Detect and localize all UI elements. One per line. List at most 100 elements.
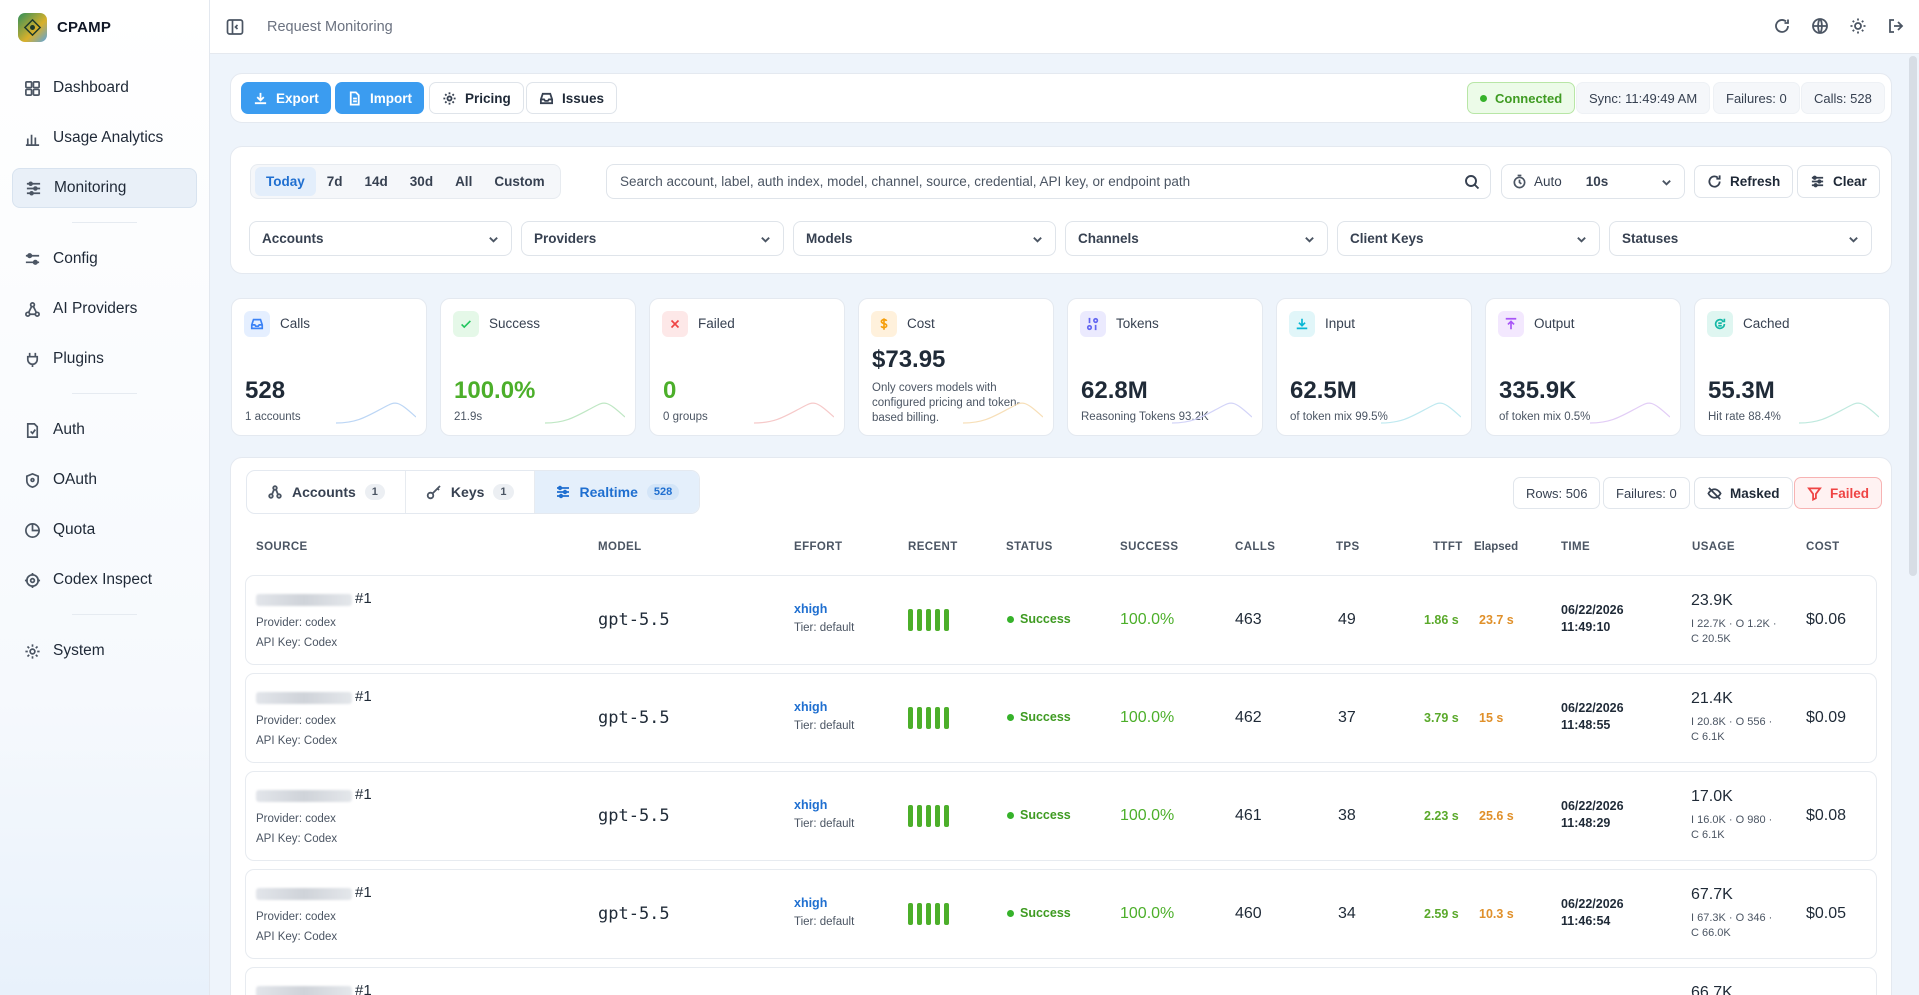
masked-toggle[interactable]: Masked [1694,477,1793,509]
sidebar-item-system[interactable]: System [12,631,197,671]
refresh-icon[interactable] [1773,17,1791,35]
effort-value: xhigh [794,896,828,910]
table-row[interactable]: #1 Provider: codex API Key: Codex gpt-5.… [245,771,1877,861]
status-text: Success [1020,612,1071,626]
sidebar-item-auth[interactable]: Auth [12,410,197,450]
range-all[interactable]: All [455,174,473,189]
sidebar-toggle-icon[interactable] [225,17,245,37]
column-header-model[interactable]: MODEL [598,541,642,553]
network-icon [25,301,40,317]
tab-label: Accounts [292,484,356,500]
stat-card-tokens: Tokens 62.8M Reasoning Tokens 93.2K [1067,298,1263,436]
search-input[interactable]: Search account, label, auth index, model… [606,164,1491,199]
column-header-usage[interactable]: USAGE [1692,541,1735,553]
stat-value: 335.9K [1499,377,1577,404]
client-keys-filter[interactable]: Client Keys [1337,221,1600,256]
stat-subtext: of token mix 99.5% [1290,411,1388,423]
tab-accounts[interactable]: Accounts 1 [247,471,406,513]
column-header-ttft[interactable]: TTFT [1433,541,1463,553]
tab-keys[interactable]: Keys 1 [406,471,535,513]
globe-icon[interactable] [1811,17,1829,35]
stat-label: Output [1534,316,1575,331]
api-key-text: API Key: Codex [256,637,338,649]
calls-value: 463 [1235,611,1262,628]
success-rate: 100.0% [1120,709,1175,726]
auto-refresh-select[interactable]: Auto 10s [1501,164,1685,199]
models-filter[interactable]: Models [793,221,1056,256]
clear-button[interactable]: Clear [1797,165,1880,198]
column-header-calls[interactable]: CALLS [1235,541,1276,553]
check-icon [453,311,479,337]
statuses-filter[interactable]: Statuses [1609,221,1872,256]
range-14d[interactable]: 14d [364,174,388,189]
elapsed-value: 23.7 s [1479,613,1514,627]
column-header-source[interactable]: SOURCE [256,541,308,553]
sun-icon[interactable] [1849,17,1867,35]
sidebar-item-ai-providers[interactable]: AI Providers [12,289,197,329]
table-row[interactable]: #1 Provider: codex API Key: Codex gpt-5.… [245,575,1877,665]
sidebar-item-config[interactable]: Config [12,239,197,279]
tps-value: 34 [1338,905,1356,922]
inbox-icon [539,92,554,104]
usage-total: 23.9K [1691,592,1733,609]
source-cell: #1 [256,688,372,705]
stat-card-cost: Cost $73.95 Only covers models with conf… [858,298,1054,436]
channels-filter[interactable]: Channels [1065,221,1328,256]
logout-icon[interactable] [1887,17,1905,35]
sidebar-item-monitoring[interactable]: Monitoring [12,168,197,208]
failed-filter-button[interactable]: Failed [1794,477,1883,509]
range-today[interactable]: Today [255,167,316,196]
sidebar-item-oauth[interactable]: OAuth [12,460,197,500]
brand[interactable]: CPAMP [0,0,209,54]
table-failures-count: Failures: 0 [1603,477,1690,509]
sidebar-item-quota[interactable]: Quota [12,510,197,550]
range-custom[interactable]: Custom [494,174,545,189]
refresh-button[interactable]: Refresh [1694,165,1794,198]
status-badge: Success [1007,906,1071,920]
sidebar: CPAMP Dashboard Usage Analytics Monitori… [0,0,210,995]
search-icon[interactable] [1464,174,1480,190]
sidebar-item-usage-analytics[interactable]: Usage Analytics [12,118,197,158]
chevron-down-icon [1033,237,1042,243]
network-icon [268,485,282,499]
table-row[interactable]: #1 Provider: codex API Key: Codex gpt-5.… [245,673,1877,763]
table-row[interactable]: #1 66.7K [245,967,1877,995]
providers-filter[interactable]: Providers [521,221,784,256]
plug-icon [26,352,39,367]
provider-text: Provider: codex [256,617,336,629]
sidebar-item-plugins[interactable]: Plugins [12,339,197,379]
filter-icon [1807,486,1822,501]
column-header-time[interactable]: TIME [1561,541,1591,553]
stat-value: 100.0% [454,377,536,404]
table-row[interactable]: #1 Provider: codex API Key: Codex gpt-5.… [245,869,1877,959]
pricing-button[interactable]: Pricing [429,82,524,114]
time-value: 06/22/2026 11:48:55 [1561,700,1624,734]
column-header-effort[interactable]: EFFORT [794,541,843,553]
column-header-success[interactable]: SUCCESS [1120,541,1179,553]
column-header-status[interactable]: STATUS [1006,541,1053,553]
column-header-cost[interactable]: COST [1806,541,1840,553]
stat-label: Failed [698,316,735,331]
range-30d[interactable]: 30d [409,174,434,189]
sidebar-item-dashboard[interactable]: Dashboard [12,68,197,108]
column-header-tps[interactable]: TPS [1336,541,1360,553]
source-index: #1 [355,982,372,995]
sparkline [1590,402,1670,424]
page-scrollbar[interactable] [1909,56,1917,576]
column-header-recent[interactable]: RECENT [908,541,958,553]
api-key-text: API Key: Codex [256,931,338,943]
column-header-elapsed[interactable]: Elapsed [1474,541,1519,553]
sidebar-item-codex-inspect[interactable]: Codex Inspect [12,560,197,600]
accounts-filter[interactable]: Accounts [249,221,512,256]
export-button[interactable]: Export [241,82,331,114]
masked-source-name [256,691,352,704]
config-icon [25,252,40,265]
tab-realtime[interactable]: Realtime 528 [534,471,700,513]
import-button[interactable]: Import [335,82,424,114]
range-7d[interactable]: 7d [326,174,343,189]
stat-card-success: Success 100.0% 21.9s [440,298,636,436]
issues-button[interactable]: Issues [526,82,618,114]
stat-value: 55.3M [1708,377,1775,404]
ttft-value: 2.59 s [1424,907,1459,921]
sparkline [1799,402,1879,424]
